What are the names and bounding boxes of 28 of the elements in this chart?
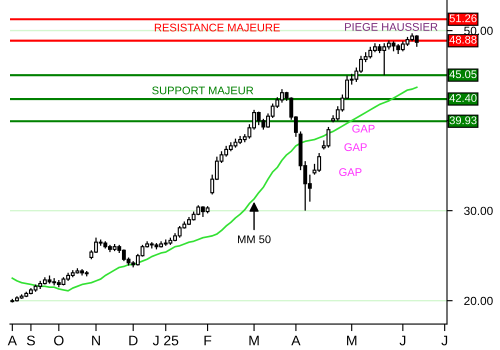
ref-line-label: 51.26 <box>450 14 476 22</box>
annotation: PIEGE HAUSSIER <box>345 22 438 31</box>
line-series <box>11 86 418 292</box>
ref-line-label: 42.40 <box>449 94 477 102</box>
x-tick-label: M <box>347 336 356 346</box>
x-tick-label: J 25 <box>152 336 178 346</box>
ref-line-label: 48.88 <box>449 36 477 44</box>
x-tick-label: O <box>54 336 64 346</box>
annotation: SUPPORT MAJEUR <box>152 86 254 94</box>
x-tick-label: N <box>92 336 100 346</box>
annotation: GAP <box>352 124 375 133</box>
annotation: RESISTANCE MAJEURE <box>154 24 280 32</box>
x-tick-label: S <box>26 336 35 346</box>
x-tick-label: F <box>204 336 212 346</box>
y-tick-label: 20.00 <box>464 296 493 306</box>
annotation: MM 50 <box>238 235 271 244</box>
x-tick-label: D <box>129 336 138 346</box>
annotation: GAP <box>339 168 362 176</box>
x-tick-label: J <box>441 336 448 346</box>
annotation: GAP <box>344 143 367 152</box>
x-tick-label: A <box>8 336 17 346</box>
x-tick-label: J <box>400 336 406 346</box>
ref-line-label: 45.05 <box>449 70 477 78</box>
y-tick-label: 50.00 <box>464 26 493 36</box>
y-tick-label: 30.00 <box>464 206 493 216</box>
x-tick-label: A <box>291 336 301 346</box>
x-tick-label: M <box>249 336 259 346</box>
ref-line-label: 39.93 <box>450 116 476 124</box>
